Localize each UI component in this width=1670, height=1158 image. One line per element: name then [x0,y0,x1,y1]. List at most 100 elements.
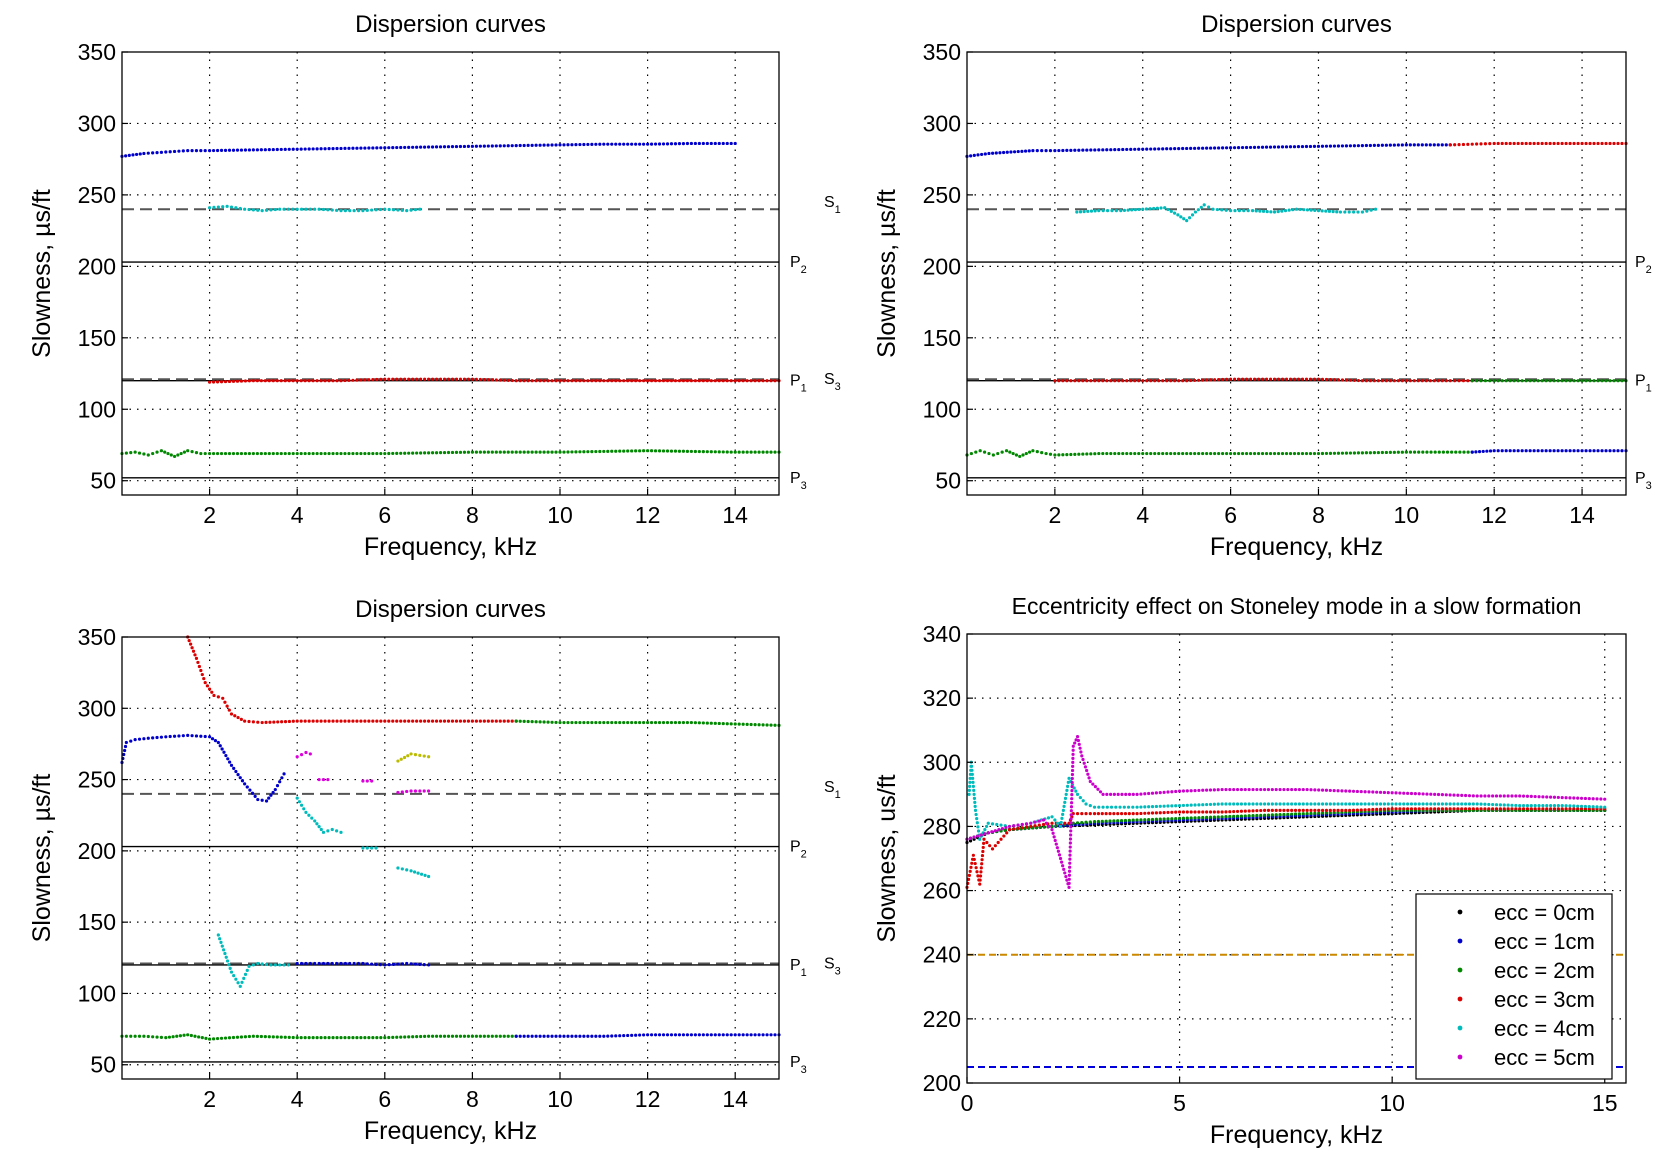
data-point [219,451,224,456]
data-point [427,451,431,455]
data-point [264,720,268,724]
data-point [1305,808,1309,812]
data-point [649,379,654,383]
reference-label: P1 [1635,373,1652,395]
data-point [975,817,979,821]
data-point [1110,209,1114,213]
data-point [765,450,769,454]
data-point [1069,829,1073,833]
data-point [339,379,343,383]
data-point [454,719,459,723]
data-point [657,1033,662,1037]
data-point [1409,791,1414,796]
data-point [427,755,431,759]
data-point [1020,822,1024,827]
data-point [197,1035,201,1039]
data-point [1092,812,1097,816]
data-point [1487,794,1491,798]
data-point [1463,793,1468,798]
data-point [996,451,1000,456]
data-point [713,1033,717,1037]
data-point [997,828,1001,832]
data-point [359,719,363,723]
data-point [550,379,554,383]
data-point [302,807,306,811]
data-point [387,963,391,967]
data-point [343,451,347,456]
data-point [356,209,361,213]
data-point [1406,791,1410,795]
data-point [1256,451,1261,456]
data-point [1193,210,1198,214]
data-point [407,145,411,149]
data-point [646,379,650,383]
data-point [634,720,638,725]
data-point [203,149,207,153]
data-point [729,141,733,146]
data-point [498,378,502,382]
data-point [430,719,435,723]
data-point [311,147,315,151]
x-axis-label: Frequency, kHz [1210,1121,1383,1149]
data-point [1176,213,1180,217]
data-point [1288,145,1293,149]
data-point [1433,807,1437,811]
data-point [1529,803,1533,808]
data-point [1324,451,1329,456]
data-point [1024,451,1028,456]
data-point [1313,808,1317,812]
data-point [981,845,985,850]
data-point [450,145,455,149]
data-point [1287,208,1291,212]
data-point [973,804,977,808]
data-point [234,769,238,774]
data-point [226,757,230,761]
data-point [196,660,200,665]
data-point [1359,802,1363,806]
data-point [1011,451,1015,456]
data-point [1309,802,1313,806]
data-point [970,764,974,768]
data-point [681,379,686,383]
data-point [1131,792,1135,796]
data-point [642,1033,646,1037]
data-point [275,784,280,788]
data-point [534,1034,538,1038]
reference-label: S1 [824,194,841,216]
data-point [1456,793,1460,797]
data-point [657,720,662,725]
data-point [1236,377,1241,381]
data-point [295,1036,299,1040]
data-point [1332,810,1336,815]
data-point [1035,149,1039,153]
data-point [649,449,654,453]
data-point [1264,451,1269,456]
data-point [190,646,194,650]
data-point [155,735,159,740]
data-point [1075,735,1080,739]
data-point [399,757,403,761]
data-point [1092,820,1097,824]
data-point [1248,377,1253,381]
data-point [590,450,594,454]
data-point [216,205,220,209]
data-point [1220,208,1224,212]
data-point [193,653,197,657]
data-point [622,142,626,146]
data-point [1587,807,1591,811]
data-point [570,450,574,454]
data-point [422,963,426,967]
data-point [1201,815,1205,820]
data-point [1388,450,1392,454]
data-point [1552,803,1557,808]
data-point [1396,450,1400,454]
data-point [1185,379,1189,383]
y-axis-label: Slowness, µs/ft [28,189,56,358]
data-point [978,878,982,882]
data-point [693,141,697,146]
data-point [1529,807,1533,811]
data-point [1300,451,1305,456]
data-point [164,150,168,154]
data-point [522,143,526,148]
data-point [685,379,690,383]
